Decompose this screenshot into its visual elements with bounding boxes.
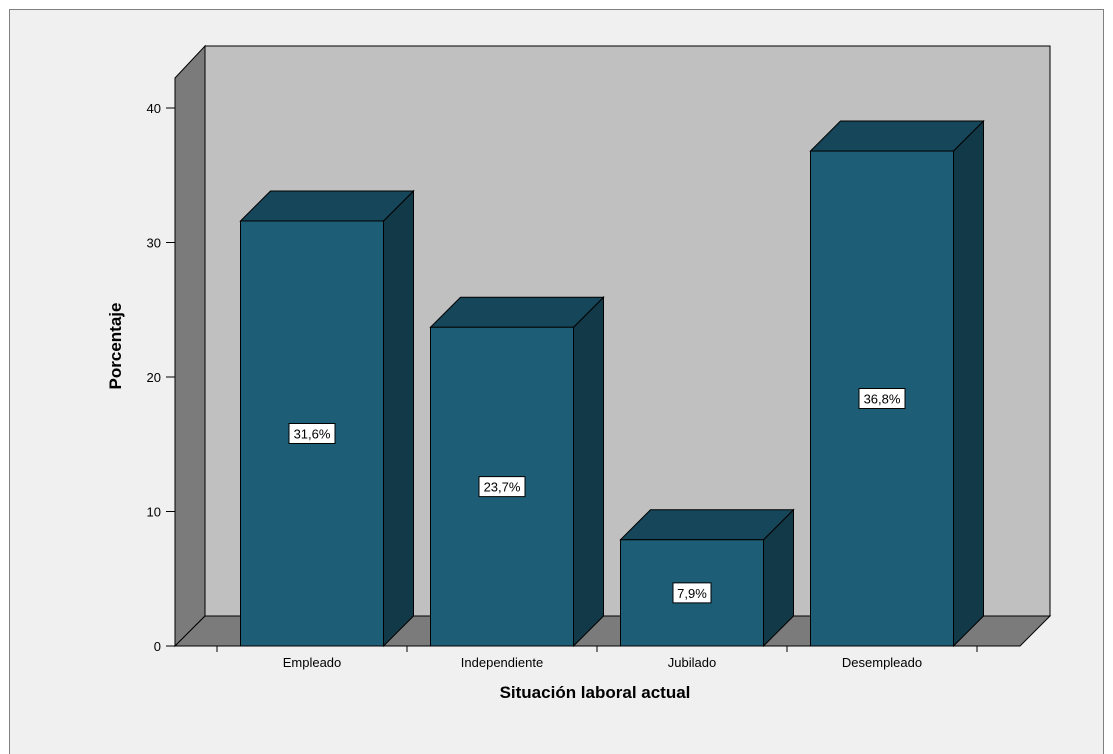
data-label-box — [672, 582, 712, 604]
y-tick-label: 20 — [147, 370, 161, 385]
bars — [239, 119, 985, 648]
x-tick-label: Independiente — [461, 655, 543, 670]
bar-top-jubilado — [619, 509, 795, 541]
bar-side-desempleado — [953, 119, 984, 648]
bar-top-desempleado — [809, 120, 985, 152]
x-tick-label: Desempleado — [842, 655, 922, 670]
y-axis-title: Porcentaje — [106, 303, 125, 390]
bar-top-independiente — [429, 296, 605, 328]
data-label: 31,6% — [294, 426, 331, 441]
data-label: 23,7% — [484, 480, 521, 495]
bar-side-empleado — [383, 189, 414, 648]
x-axis-title: Situación laboral actual — [500, 683, 691, 702]
data-label-box — [858, 388, 906, 410]
x-axis: Empleado Independiente Jubilado Desempleado — [175, 645, 1020, 670]
y-tick-label: 30 — [147, 236, 161, 251]
y-tick-label: 10 — [147, 505, 161, 520]
data-label: 36,8% — [864, 392, 901, 407]
data-label-box — [288, 422, 336, 444]
side-wall — [174, 44, 206, 648]
bar-top-empleado — [239, 190, 415, 222]
y-tick-label: 40 — [147, 101, 161, 116]
x-tick-label: Jubilado — [668, 655, 716, 670]
data-label-box — [478, 476, 526, 498]
y-tick-label: 0 — [154, 639, 161, 654]
y-axis: 0 10 20 30 40 — [147, 78, 176, 654]
data-label: 7,9% — [677, 586, 707, 601]
data-labels: 31,6% 23,7% 7,9% 36,8% — [288, 388, 906, 604]
bar-side-independiente — [573, 296, 604, 648]
x-tick-label: Empleado — [283, 655, 342, 670]
